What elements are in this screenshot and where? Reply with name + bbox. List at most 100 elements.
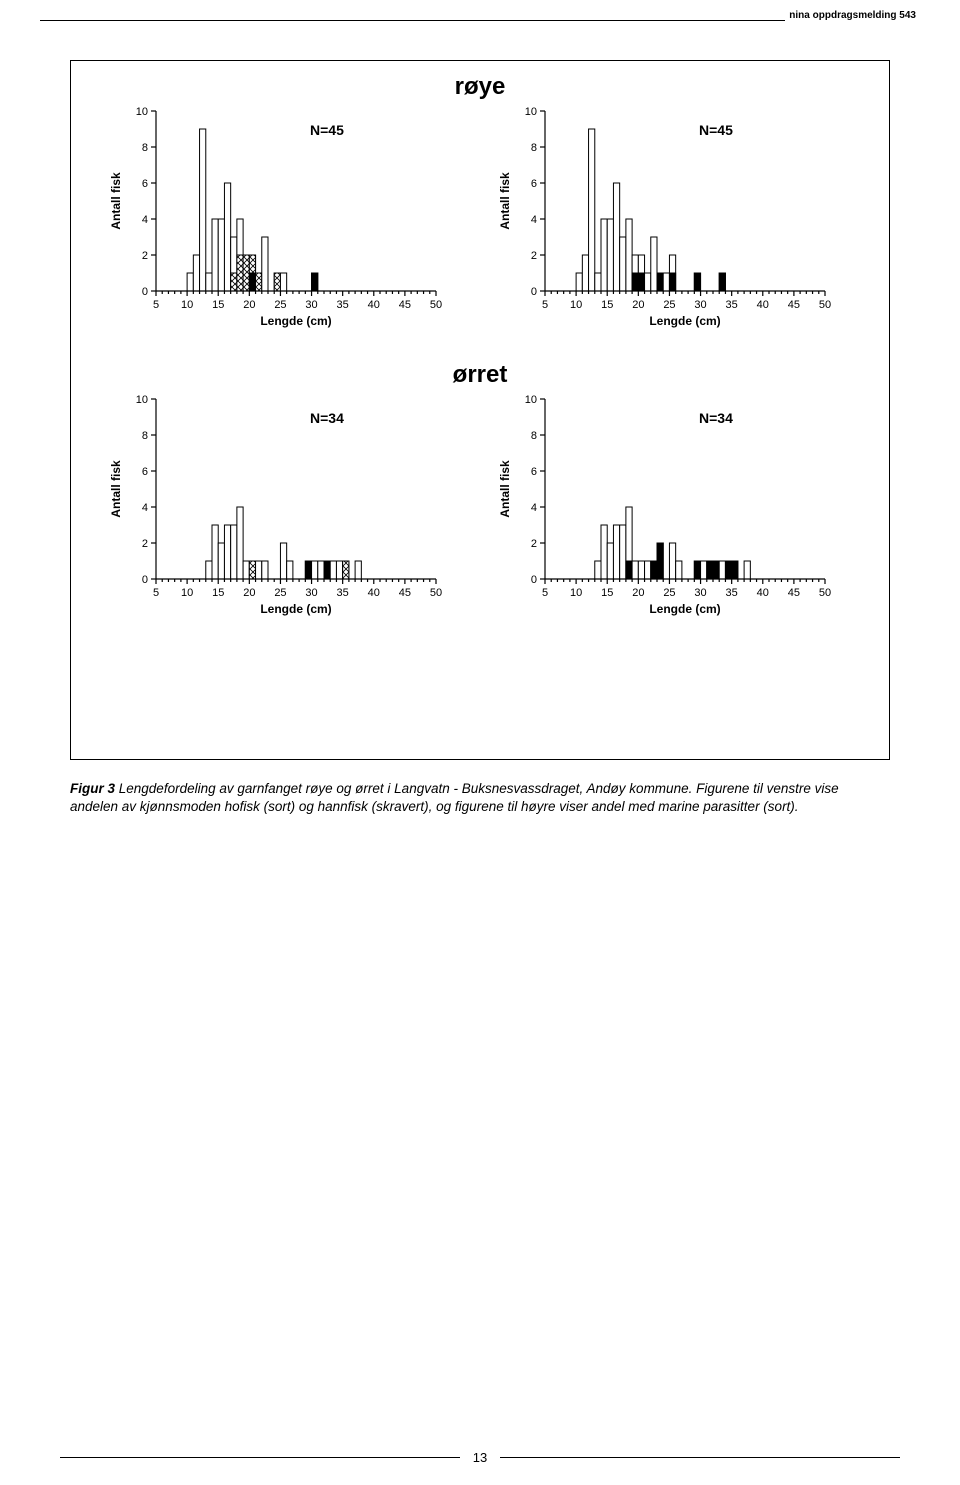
y-tick-label: 6 [530,466,536,478]
bar-black [657,273,663,291]
bar [632,561,638,579]
x-tick-label: 45 [398,299,410,311]
bar-black [713,561,719,579]
bar [218,219,224,291]
figure-container: røye 02468105101520253035404550Lengde (c… [70,60,890,760]
y-tick-label: 2 [141,538,147,550]
bar-black [694,273,700,291]
bar [212,525,218,579]
row-orret: 02468105101520253035404550Lengde (cm)Ant… [71,389,889,621]
bar [230,525,236,579]
bar [638,561,644,579]
y-tick-label: 8 [141,142,147,154]
y-tick-label: 2 [530,538,536,550]
bar [199,129,205,291]
x-tick-label: 40 [367,299,379,311]
bar [650,237,656,291]
bar [663,273,669,291]
n-label: N=45 [699,122,733,138]
bar [330,561,336,579]
bar-black [324,561,330,579]
figure-caption: Figur 3 Lengdefordeling av garnfanget rø… [70,780,890,816]
bar-hatch [249,561,255,579]
x-tick-label: 50 [818,299,830,311]
header-text: nina oppdragsmelding 543 [785,10,920,21]
bar [311,561,317,579]
caption-lead: Figur 3 [70,781,119,796]
x-axis-label: Lengde (cm) [649,602,720,616]
bar [280,273,286,291]
x-tick-label: 50 [818,587,830,599]
x-tick-label: 30 [305,299,317,311]
x-tick-label: 10 [569,299,581,311]
bar-hatch [230,273,236,291]
x-tick-label: 15 [212,299,224,311]
bar [205,273,211,291]
bar [644,273,650,291]
bar [212,219,218,291]
y-tick-label: 8 [530,142,536,154]
bar-black [657,543,663,579]
bar [255,561,261,579]
x-axis-label: Lengde (cm) [260,314,331,328]
y-tick-label: 10 [524,106,536,118]
x-tick-label: 20 [632,587,644,599]
y-axis-label: Antall fisk [498,460,512,518]
bar-hatch [236,255,242,291]
bar [588,129,594,291]
bar-hatch [255,273,261,291]
chart-orret-right: 02468105101520253035404550Lengde (cm)Ant… [495,389,855,621]
bar-hatch [243,255,249,291]
bar [286,561,292,579]
y-tick-label: 10 [135,394,147,406]
x-tick-label: 25 [274,587,286,599]
bar [280,543,286,579]
y-tick-label: 8 [530,430,536,442]
x-tick-label: 30 [694,299,706,311]
bar-black [632,273,638,291]
y-tick-label: 4 [141,214,147,226]
chart-roye-left: 02468105101520253035404550Lengde (cm)Ant… [106,101,466,333]
section-title-orret: ørret [71,361,889,389]
bar [613,183,619,291]
bar-hatch [249,255,255,273]
bar [594,561,600,579]
x-tick-label: 25 [274,299,286,311]
y-tick-label: 0 [141,574,147,586]
x-tick-label: 45 [787,587,799,599]
bar-black [706,561,712,579]
y-tick-label: 4 [141,502,147,514]
histogram-chart: 02468105101520253035404550Lengde (cm)Ant… [106,101,446,333]
chart-roye-right: 02468105101520253035404550Lengde (cm)Ant… [495,101,855,333]
bar [336,561,342,579]
x-axis-label: Lengde (cm) [260,602,331,616]
bar-black [669,273,675,291]
x-tick-label: 40 [756,299,768,311]
x-tick-label: 20 [243,299,255,311]
bar [619,237,625,291]
x-tick-label: 15 [212,587,224,599]
x-tick-label: 5 [541,587,547,599]
y-tick-label: 0 [530,286,536,298]
bar [317,561,323,579]
bar [719,561,725,579]
bar [576,273,582,291]
bar-black [311,273,317,291]
bar [261,561,267,579]
caption-body: Lengdefordeling av garnfanget røye og ør… [70,781,839,814]
histogram-chart: 02468105101520253035404550Lengde (cm)Ant… [106,389,446,621]
bar [601,219,607,291]
bar [355,561,361,579]
x-tick-label: 15 [601,299,613,311]
bar-black [249,273,255,291]
x-tick-label: 5 [152,299,158,311]
x-tick-label: 35 [725,587,737,599]
bar [205,561,211,579]
n-label: N=34 [699,410,733,426]
bar [582,255,588,291]
bar-black [625,561,631,579]
bar [218,543,224,579]
bar-black [638,273,644,291]
y-tick-label: 8 [141,430,147,442]
x-tick-label: 45 [398,587,410,599]
